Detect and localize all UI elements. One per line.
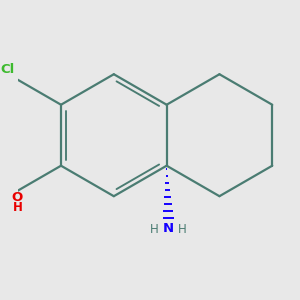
Text: O: O bbox=[11, 190, 22, 203]
Text: H: H bbox=[178, 224, 187, 236]
Text: Cl: Cl bbox=[0, 63, 14, 76]
Text: H: H bbox=[13, 201, 22, 214]
Text: H: H bbox=[150, 224, 159, 236]
Text: N: N bbox=[163, 222, 174, 235]
